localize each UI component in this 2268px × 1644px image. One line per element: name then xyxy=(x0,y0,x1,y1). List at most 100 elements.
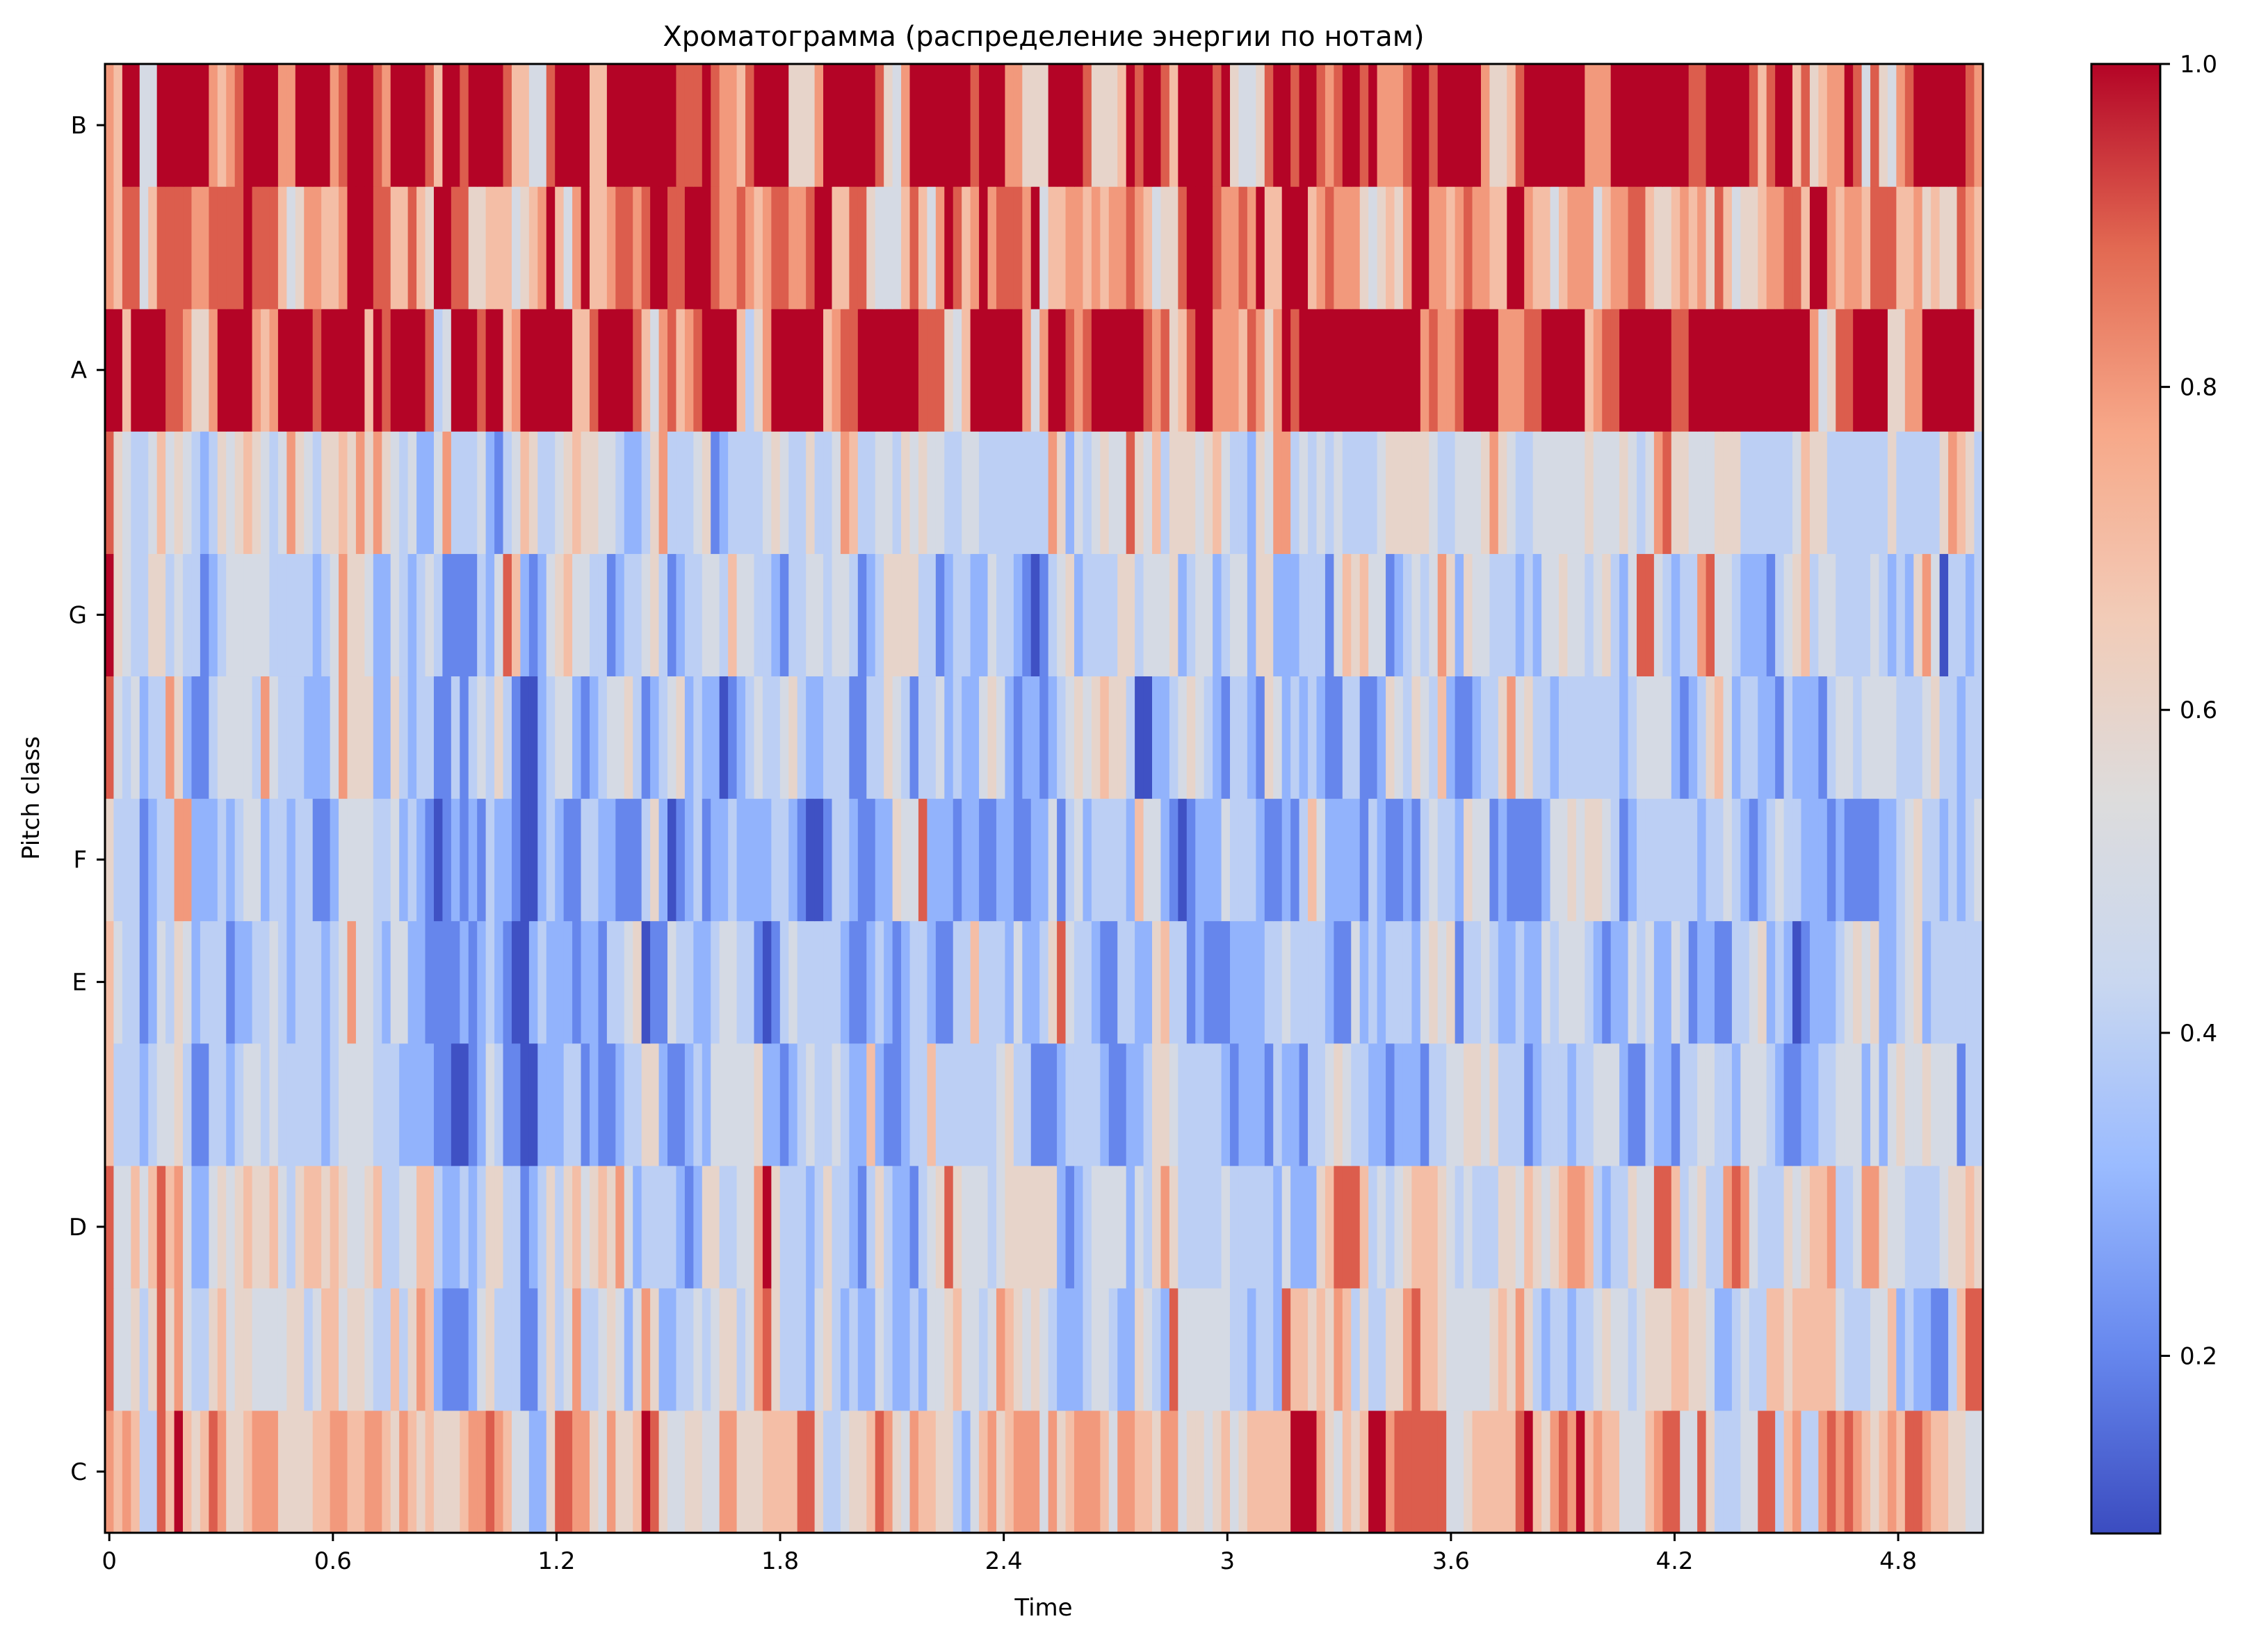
heatmap-cell xyxy=(1455,1165,1464,1289)
heatmap-cell xyxy=(286,1287,296,1411)
heatmap-cell xyxy=(1524,431,1534,554)
heatmap-cell xyxy=(1325,1287,1334,1411)
heatmap-cell xyxy=(1801,1410,1811,1533)
heatmap-cell xyxy=(139,1043,149,1166)
heatmap-cell xyxy=(1957,1043,1966,1166)
heatmap-cell xyxy=(1740,553,1750,677)
heatmap-cell xyxy=(745,309,755,432)
heatmap-cell xyxy=(814,1043,824,1166)
heatmap-cell xyxy=(1100,1287,1110,1411)
heatmap-cell xyxy=(1005,309,1014,432)
heatmap-cell xyxy=(927,1287,937,1411)
heatmap-cell xyxy=(234,186,244,309)
heatmap-cell xyxy=(1013,1287,1023,1411)
heatmap-cell xyxy=(779,1165,789,1289)
heatmap-cell xyxy=(347,64,357,187)
heatmap-cell xyxy=(1645,1410,1655,1533)
heatmap-cell xyxy=(511,676,521,799)
heatmap-cell xyxy=(849,309,859,432)
heatmap-cell xyxy=(1368,1287,1378,1411)
heatmap-cell xyxy=(1464,798,1473,922)
heatmap-cell xyxy=(1334,553,1343,677)
heatmap-cell xyxy=(1688,920,1698,1044)
heatmap-cell xyxy=(330,920,339,1044)
heatmap-cell xyxy=(416,1410,426,1533)
heatmap-cell xyxy=(901,920,911,1044)
heatmap-cell xyxy=(1619,798,1629,922)
heatmap-cell xyxy=(762,1165,772,1289)
heatmap-cell xyxy=(589,64,599,187)
heatmap-cell xyxy=(598,1410,608,1533)
heatmap-cell xyxy=(139,186,149,309)
heatmap-cell xyxy=(1256,920,1265,1044)
heatmap-cell xyxy=(1013,309,1023,432)
heatmap-cell xyxy=(797,920,807,1044)
heatmap-cell xyxy=(217,186,227,309)
heatmap-cell xyxy=(1221,1165,1231,1289)
heatmap-cell xyxy=(1965,1043,1975,1166)
heatmap-cell xyxy=(1316,1410,1326,1533)
heatmap-cell xyxy=(1913,309,1923,432)
heatmap-cell xyxy=(113,676,123,799)
heatmap-cell xyxy=(1464,1410,1473,1533)
heatmap-cell xyxy=(987,1165,997,1289)
heatmap-cell xyxy=(1437,1165,1447,1289)
heatmap-cell xyxy=(1653,309,1663,432)
heatmap-cell xyxy=(581,676,590,799)
heatmap-cell xyxy=(771,1043,781,1166)
heatmap-cell xyxy=(684,309,694,432)
heatmap-cell xyxy=(1437,431,1447,554)
heatmap-cell xyxy=(1653,920,1663,1044)
heatmap-cell xyxy=(295,431,305,554)
heatmap-cell xyxy=(1039,798,1049,922)
heatmap-cell xyxy=(797,64,807,187)
heatmap-cell xyxy=(1550,553,1560,677)
heatmap-cell xyxy=(347,186,357,309)
heatmap-cell xyxy=(1065,553,1075,677)
heatmap-cell xyxy=(1593,309,1603,432)
heatmap-cell xyxy=(1022,309,1032,432)
heatmap-cell xyxy=(183,1410,193,1533)
heatmap-cell xyxy=(1515,186,1525,309)
heatmap-cell xyxy=(823,186,833,309)
heatmap-cell xyxy=(1446,309,1456,432)
heatmap-cell xyxy=(234,920,244,1044)
heatmap-cell xyxy=(1178,186,1188,309)
heatmap-cell xyxy=(1507,920,1516,1044)
heatmap-cell xyxy=(1550,1287,1560,1411)
heatmap-cell xyxy=(528,1043,538,1166)
heatmap-cell xyxy=(407,553,417,677)
heatmap-cell xyxy=(399,1165,409,1289)
heatmap-cell xyxy=(1247,1043,1256,1166)
heatmap-cell xyxy=(832,1410,841,1533)
heatmap-cell xyxy=(1429,64,1439,187)
heatmap-cell xyxy=(1264,1410,1274,1533)
heatmap-cell xyxy=(1688,1165,1698,1289)
heatmap-cell xyxy=(970,1287,980,1411)
heatmap-cell xyxy=(1697,1287,1707,1411)
heatmap-cell xyxy=(1801,920,1811,1044)
heatmap-cell xyxy=(183,64,193,187)
heatmap-cell xyxy=(762,186,772,309)
heatmap-cell xyxy=(1904,798,1914,922)
heatmap-cell xyxy=(382,553,391,677)
heatmap-cell xyxy=(347,920,357,1044)
heatmap-cell xyxy=(788,553,798,677)
heatmap-cell xyxy=(1680,1410,1690,1533)
heatmap-cell xyxy=(1515,1410,1525,1533)
heatmap-cell xyxy=(555,920,565,1044)
heatmap-cell xyxy=(875,186,884,309)
heatmap-cell xyxy=(416,798,426,922)
heatmap-cell xyxy=(1411,431,1421,554)
heatmap-cell xyxy=(1480,676,1491,799)
heatmap-cell xyxy=(875,309,884,432)
heatmap-cell xyxy=(641,553,651,677)
heatmap-cell xyxy=(1610,798,1620,922)
heatmap-cell xyxy=(771,553,781,677)
heatmap-cell xyxy=(1074,1043,1084,1166)
heatmap-cell xyxy=(1904,64,1914,187)
heatmap-cell xyxy=(832,1043,841,1166)
heatmap-cell xyxy=(1247,431,1256,554)
heatmap-cell xyxy=(390,1043,400,1166)
heatmap-cell xyxy=(1065,1410,1075,1533)
